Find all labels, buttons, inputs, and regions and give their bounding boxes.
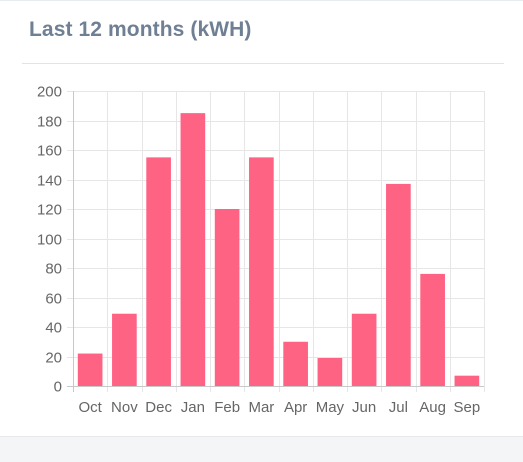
y-tick-label: 200 xyxy=(37,84,62,101)
x-tick-label: Jan xyxy=(181,399,205,416)
x-tick-label: Mar xyxy=(248,399,274,416)
bar-mar[interactable] xyxy=(249,157,274,387)
bar-nov[interactable] xyxy=(112,313,137,386)
bars-layer xyxy=(77,113,480,387)
card-title: Last 12 months (kWH) xyxy=(29,18,252,41)
axis-layer xyxy=(67,91,484,392)
x-tick-label: Nov xyxy=(111,399,138,416)
x-tick-label: Dec xyxy=(145,399,172,416)
bar-apr[interactable] xyxy=(283,341,308,386)
x-tick-label: Oct xyxy=(78,399,102,416)
x-tick-label: Jun xyxy=(352,399,376,416)
footer-strip xyxy=(0,436,523,462)
y-tick-label: 140 xyxy=(37,173,62,190)
x-tick-label: Apr xyxy=(284,399,307,416)
y-tick-label: 120 xyxy=(37,202,62,219)
title-divider xyxy=(22,63,504,64)
bar-dec[interactable] xyxy=(146,157,171,387)
y-tick-label: 0 xyxy=(54,379,62,396)
y-tick-label: 20 xyxy=(45,350,62,367)
bar-oct[interactable] xyxy=(77,353,103,386)
x-tick-label: Jul xyxy=(389,399,408,416)
bar-jul[interactable] xyxy=(386,183,411,386)
bar-jun[interactable] xyxy=(351,313,377,386)
bar-jan[interactable] xyxy=(180,113,206,387)
y-tick-label: 160 xyxy=(37,143,62,160)
x-tick-label: May xyxy=(316,399,345,416)
bar-chart: 0 20 40 60 80 100 120 140 160 180 200 Oct Nov Dec Jan… xyxy=(37,84,485,416)
energy-card: Last 12 months (kWH) 0 20 40 60 80 100 120 140 1… xyxy=(0,0,523,436)
bar-feb[interactable] xyxy=(214,209,240,386)
y-tick-label: 40 xyxy=(45,320,62,337)
y-tick-labels: 0 20 40 60 80 100 120 140 160 180 200 xyxy=(37,84,62,396)
y-tick-label: 180 xyxy=(37,114,62,131)
y-tick-label: 60 xyxy=(45,291,62,308)
x-tick-label: Sep xyxy=(454,399,481,416)
y-tick-label: 100 xyxy=(37,232,62,249)
y-tick-label: 80 xyxy=(45,261,62,278)
x-tick-label: Aug xyxy=(419,399,446,416)
bar-sep[interactable] xyxy=(454,375,480,386)
bar-aug[interactable] xyxy=(420,273,445,386)
bar-may[interactable] xyxy=(317,357,343,386)
x-tick-labels: Oct Nov Dec Jan Feb Mar Apr May Jun Jul Aug Sep xyxy=(78,399,480,416)
chart-container: 0 20 40 60 80 100 120 140 160 180 200 Oct Nov Dec Jan… xyxy=(0,71,523,431)
x-tick-label: Feb xyxy=(214,399,240,416)
